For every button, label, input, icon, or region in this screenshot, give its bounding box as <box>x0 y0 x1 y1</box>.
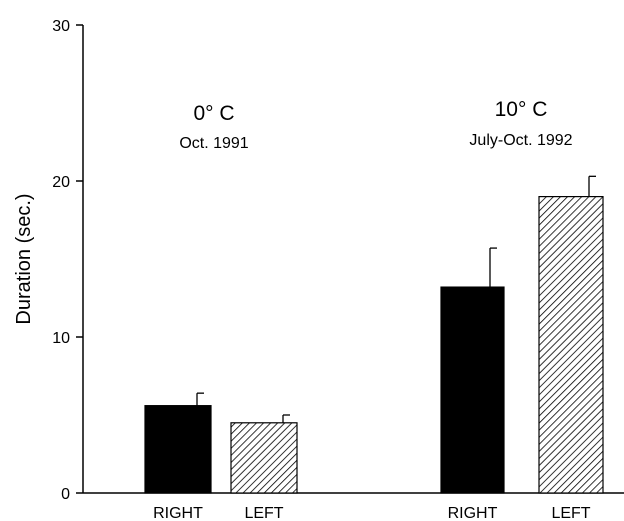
y-ticks: 0 10 20 30 <box>52 18 83 503</box>
bar-1-right <box>440 286 505 494</box>
group-titles: 0° C Oct. 1991 10° C July-Oct. 1992 <box>179 98 572 152</box>
bar-0-right <box>144 405 212 494</box>
category-label-1-1: LEFT <box>551 505 590 521</box>
y-tick-label-1: 10 <box>52 330 70 347</box>
category-label-0-1: LEFT <box>244 505 283 521</box>
category-label-1-0: RIGHT <box>448 505 498 521</box>
group-title-0: 0° C <box>193 102 234 125</box>
category-labels: RIGHT LEFT RIGHT LEFT <box>153 505 591 521</box>
y-tick-label-3: 30 <box>52 18 70 35</box>
bars <box>144 175 604 494</box>
group-title-1: 10° C <box>495 98 548 121</box>
group-subtitle-0: Oct. 1991 <box>179 135 248 152</box>
y-tick-label-2: 20 <box>52 174 70 191</box>
group-subtitle-1: July-Oct. 1992 <box>469 132 572 149</box>
bar-0-left <box>230 422 298 494</box>
bar-1-left <box>538 196 604 494</box>
y-tick-label-0: 0 <box>61 486 70 503</box>
category-label-0-0: RIGHT <box>153 505 203 521</box>
y-axis-label: Duration (sec.) <box>13 193 35 324</box>
